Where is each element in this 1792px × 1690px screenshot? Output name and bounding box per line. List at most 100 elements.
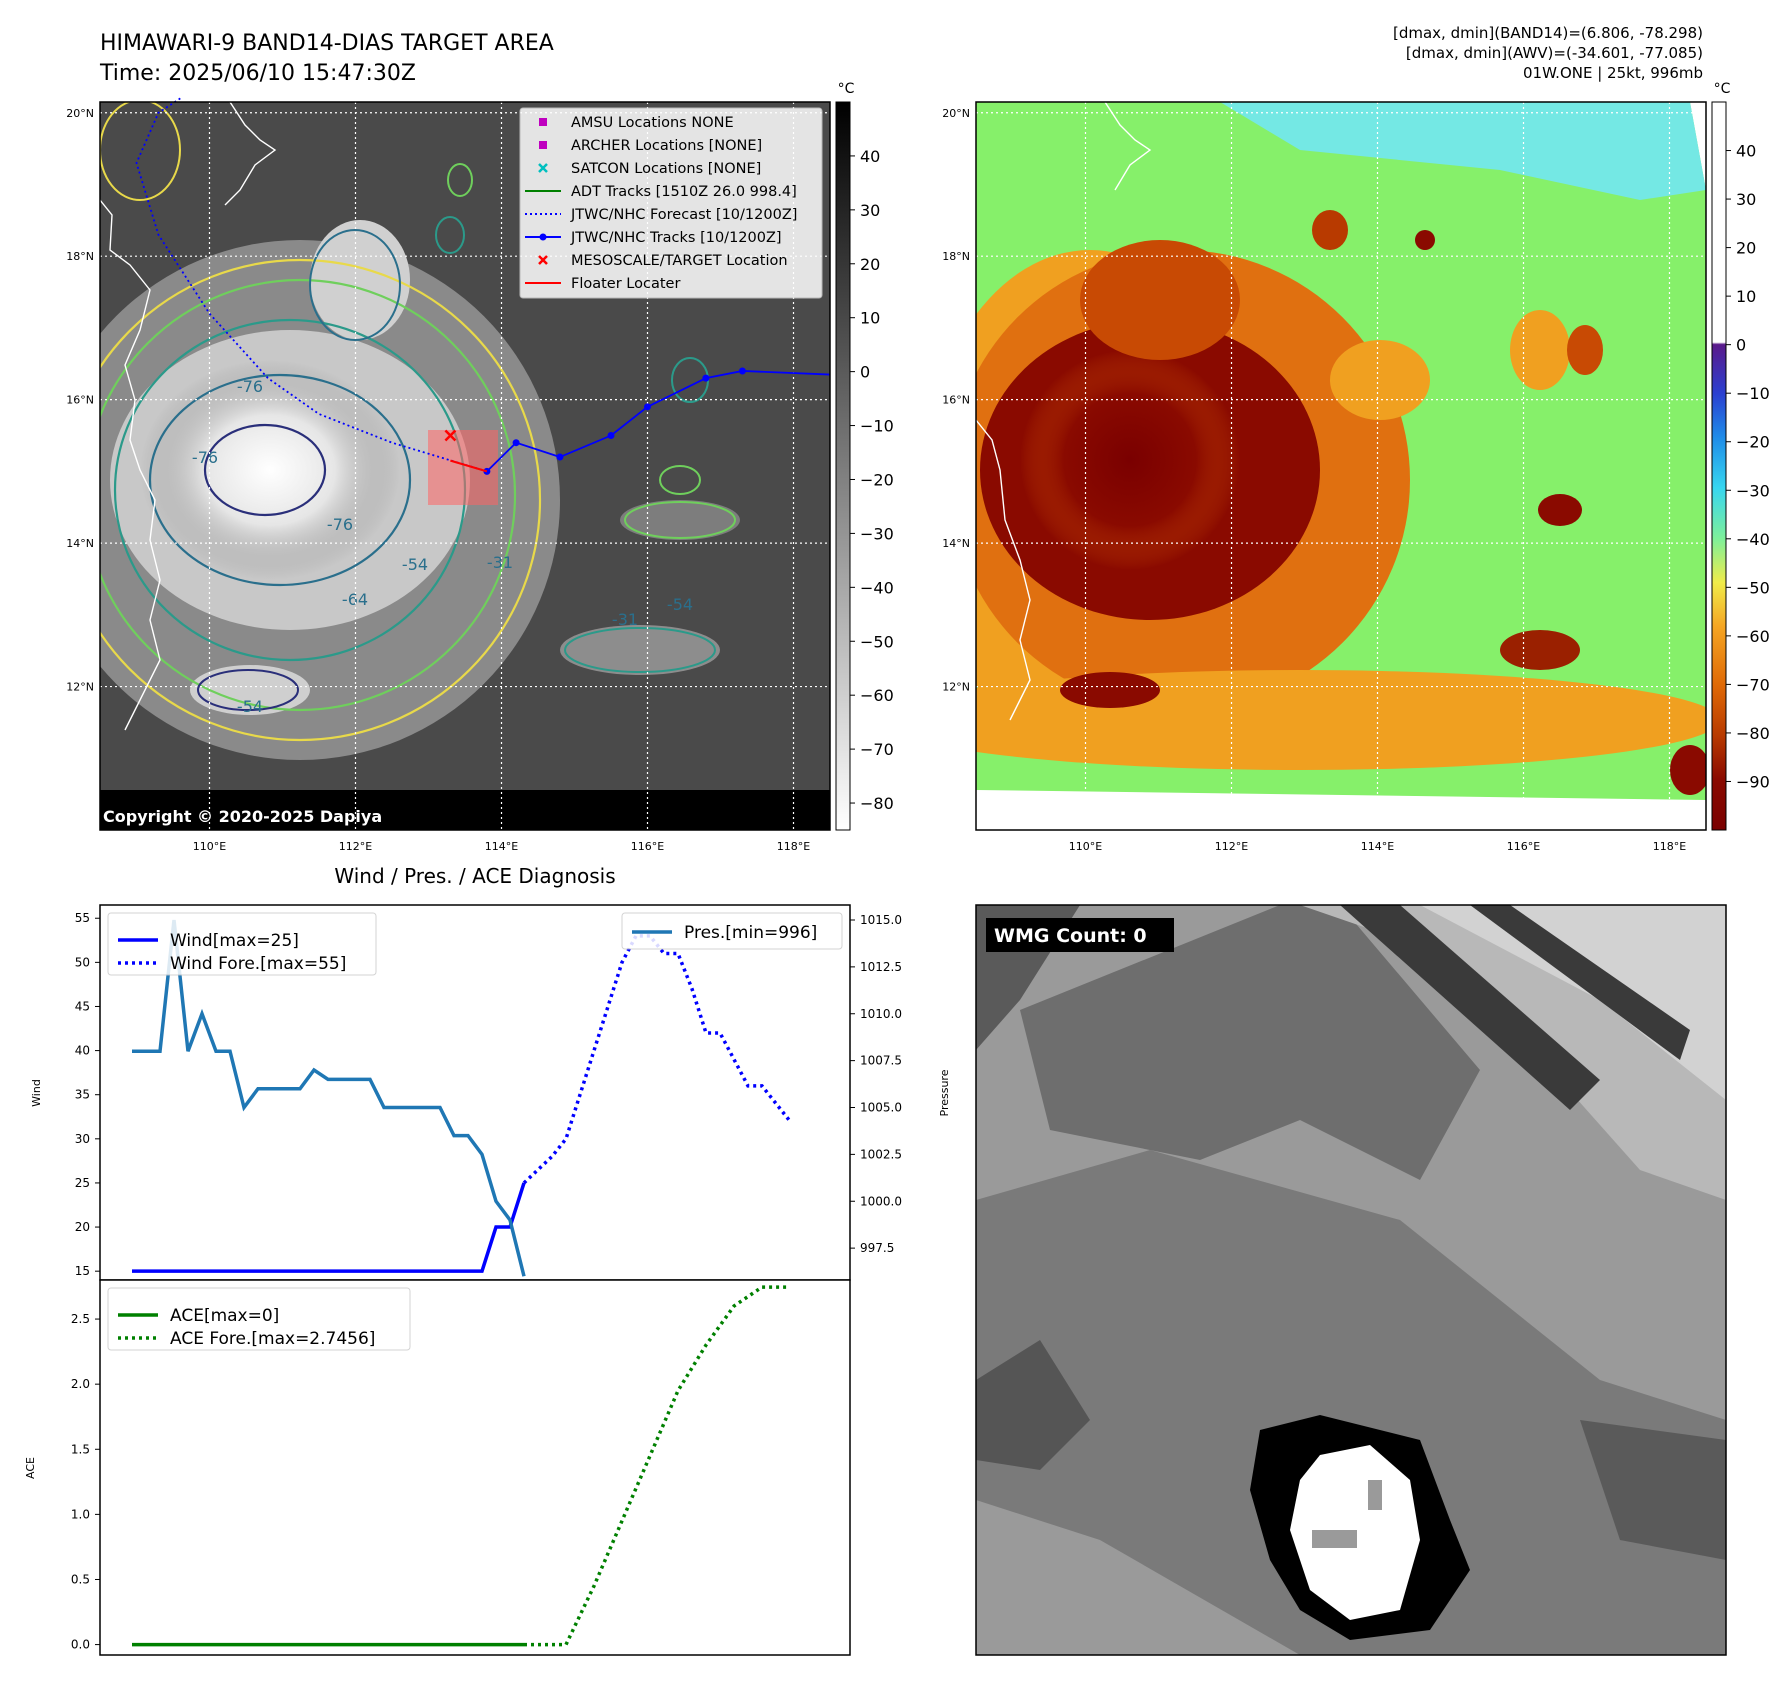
ir-lon-tick-label: 118°E xyxy=(777,840,810,853)
pressure-ylabel: Pressure xyxy=(938,1069,951,1116)
awv-map-gridlines xyxy=(976,102,1706,830)
awv-cell-a xyxy=(1312,210,1348,250)
awv-lon-tick-label: 110°E xyxy=(1069,840,1102,853)
ace-ylabel: ACE xyxy=(24,1457,37,1479)
pressure-ytick-label: 1010.0 xyxy=(860,1007,902,1021)
pressure-ytick-label: 1015.0 xyxy=(860,913,902,927)
ace-legend-box xyxy=(107,1287,411,1351)
wmg-mid-region xyxy=(976,1150,1726,1655)
contour-label: -54 xyxy=(237,697,263,716)
awv-lon-tick-label: 116°E xyxy=(1507,840,1540,853)
info-awv: [dmax, dmin](AWV)=(-34.601, -77.085) xyxy=(1406,44,1703,62)
contour-76 xyxy=(203,423,327,517)
colorbar-band14-unit: °C xyxy=(838,81,855,97)
map-legend: AMSU Locations NONE ARCHER Locations [NON… xyxy=(519,107,823,299)
track-point xyxy=(738,367,746,375)
contour-label: -76 xyxy=(192,448,218,467)
colorbar-tick-label: −20 xyxy=(860,470,894,489)
wmg-dark-streak xyxy=(1340,905,1600,1110)
ace-ytick-label: 1.0 xyxy=(71,1507,90,1521)
ir-cloud-core xyxy=(140,360,400,580)
map-legend-label: SATCON Locations [NONE] xyxy=(571,161,761,177)
track-point xyxy=(607,432,615,440)
pressure-ytick-label: 1007.5 xyxy=(860,1054,902,1068)
awv-east-cell2 xyxy=(1500,630,1580,670)
wind-ylabel: Wind xyxy=(30,1079,43,1107)
awv-cell-b xyxy=(1415,230,1435,250)
copyright: Copyright © 2020-2025 Dapiya xyxy=(103,807,382,826)
map-legend-label: JTWC/NHC Forecast [10/1200Z] xyxy=(570,207,797,223)
track-point xyxy=(644,403,651,411)
wmg-eye-speck xyxy=(1368,1480,1382,1510)
awv-map-panel xyxy=(976,102,1706,830)
contour-label: -76 xyxy=(327,515,353,534)
contour-label: -76 xyxy=(237,377,263,396)
diagnosis-title: Wind / Pres. / ACE Diagnosis xyxy=(334,864,615,888)
series-line-wind xyxy=(132,1182,526,1273)
wind-ytick-label: 20 xyxy=(75,1220,90,1234)
colorbar-tick-label: 20 xyxy=(1736,239,1756,258)
legend-square-marker xyxy=(539,118,547,126)
legend-x-marker xyxy=(538,255,548,265)
contour-labels: -76 -76 -76 -64 -54 -54 -54 -31 -31 xyxy=(192,377,693,716)
target-area xyxy=(428,430,498,505)
contour-label: -31 xyxy=(487,553,513,572)
awv-core-inner xyxy=(1020,350,1240,570)
colorbar-awv-unit: °C xyxy=(1714,81,1731,97)
colorbar-tick-label: 40 xyxy=(1736,142,1756,161)
colorbar-tick-label: −10 xyxy=(860,417,894,436)
colorbar-tick-label: −20 xyxy=(1736,433,1770,452)
colorbar-tick-label: −80 xyxy=(860,794,894,813)
wmg-eye-speck-2 xyxy=(1312,1530,1357,1548)
ir-cloud-south xyxy=(190,665,310,715)
colorbar-awv-ramp xyxy=(1711,101,1727,831)
awv-cell-d xyxy=(1567,325,1603,375)
ace-legend-label: ACE[max=0] xyxy=(170,1306,279,1326)
wind-ytick-label: 40 xyxy=(75,1044,90,1058)
ir-map-ticks: 110°E 112°E 114°E 116°E 118°E 20°N 18°N 16°N 14°… xyxy=(66,107,810,853)
ace-legend: ACE[max=0] ACE Fore.[max=2.7456] xyxy=(107,1287,411,1351)
contour-outer xyxy=(100,258,542,742)
pressure-ytick-label: 1000.0 xyxy=(860,1194,902,1208)
awv-map-frame xyxy=(975,101,1707,831)
coastline-north xyxy=(224,102,277,206)
track-layer xyxy=(135,97,831,475)
contour-east xyxy=(564,627,716,673)
colorbar-band14-ramp xyxy=(835,101,851,831)
ir-cloud-band xyxy=(620,500,740,540)
ir-lat-tick-label: 14°N xyxy=(66,537,94,550)
contour-label: -54 xyxy=(402,555,428,574)
awv-orange-band xyxy=(976,670,1706,770)
colorbar-tick-label: −80 xyxy=(1736,724,1770,743)
ace-legend-label: ACE Fore.[max=2.7456] xyxy=(170,1329,375,1349)
colorbar-tick-label: −90 xyxy=(1736,772,1770,791)
wmg-lighter-top xyxy=(1420,905,1726,1100)
colorbar-tick-label: 20 xyxy=(860,255,880,274)
ace-ytick-label: 1.5 xyxy=(71,1442,90,1456)
ir-cloud-north xyxy=(310,220,410,340)
wind-ytick-label: 50 xyxy=(75,955,90,969)
ace-ytick-label: 0.0 xyxy=(71,1638,90,1652)
colorbar-tick-label: −70 xyxy=(860,740,894,759)
colorbar-tick-label: −50 xyxy=(860,632,894,651)
colorbar-tick-label: 30 xyxy=(860,201,880,220)
awv-lon-tick-label: 114°E xyxy=(1361,840,1394,853)
colorbar-tick-label: −60 xyxy=(1736,627,1770,646)
figure-time: Time: 2025/06/10 15:47:30Z xyxy=(99,61,416,86)
colorbar-tick-label: 30 xyxy=(1736,190,1756,209)
awv-lat-tick-label: 12°N xyxy=(942,681,970,694)
wind-chart-ticks: 15 20 25 30 35 40 45 50 55 1015.0 1012.5 1010.0 1007… xyxy=(75,911,902,1278)
wmg-dark-streak-2 xyxy=(1470,905,1690,1060)
contour-cell4 xyxy=(659,465,701,495)
map-legend-label: ADT Tracks [1510Z 26.0 998.4] xyxy=(571,184,797,200)
pressure-ytick-label: 1005.0 xyxy=(860,1101,902,1115)
wmg-panel: WMG Count: 0 xyxy=(975,904,1727,1656)
awv-south-cell xyxy=(1060,672,1160,708)
map-legend-box xyxy=(519,107,823,299)
contour-cell5 xyxy=(100,102,181,201)
awv-lat-tick-label: 18°N xyxy=(942,250,970,263)
contour-south xyxy=(197,669,299,711)
awv-north-plume xyxy=(1080,240,1240,360)
ace-ytick-label: 2.5 xyxy=(71,1312,90,1326)
